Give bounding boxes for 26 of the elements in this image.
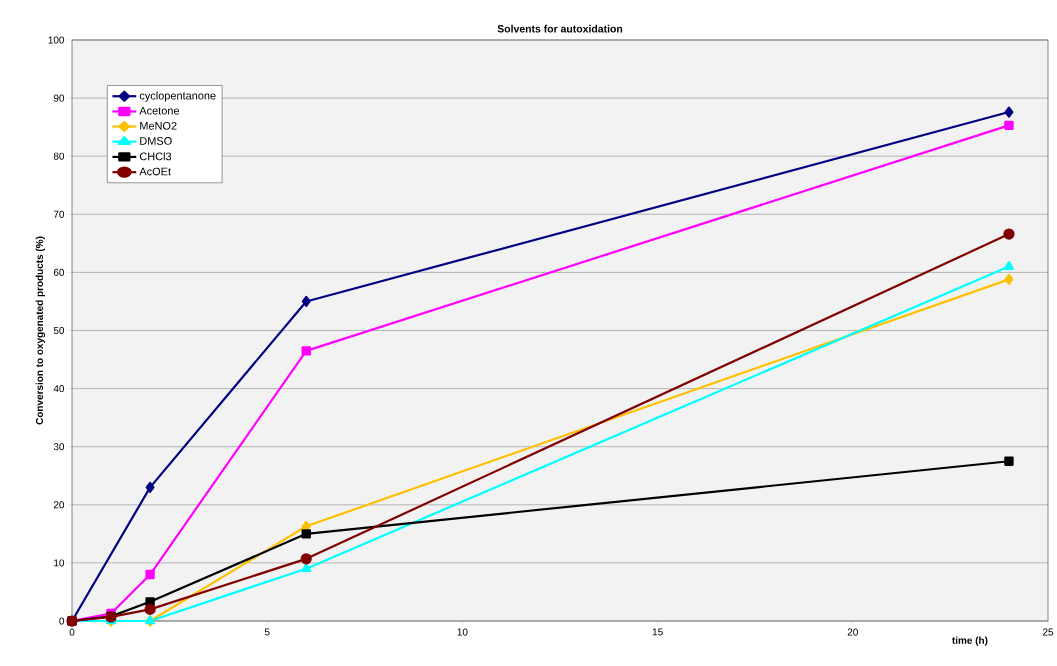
y-tick-label: 90 <box>53 94 65 102</box>
y-tick-label: 30 <box>53 443 65 451</box>
y-axis-title: Conversion to oxygenated products (%) <box>35 236 46 425</box>
x-tick-label: 15 <box>652 628 663 636</box>
y-tick-label: 80 <box>53 152 65 160</box>
legend-label: MeNO2 <box>140 121 177 130</box>
x-tick-label: 5 <box>264 628 270 636</box>
legend-label: DMSO <box>140 137 172 145</box>
x-axis-title: time (h) <box>952 636 988 646</box>
legend-label: CHCl3 <box>139 152 172 161</box>
y-tick-label: 0 <box>59 617 65 625</box>
y-tick-label: 40 <box>53 385 65 393</box>
x-tick-label: 0 <box>69 628 75 636</box>
y-tick-label: 10 <box>54 559 65 567</box>
y-tick-label: 20 <box>53 501 65 509</box>
x-tick-label: 20 <box>847 628 858 636</box>
legend-label: cyclopentanone <box>139 91 216 102</box>
x-tick-label: 10 <box>457 628 468 636</box>
y-tick-label: 50 <box>53 326 65 335</box>
x-tick-label: 25 <box>1042 628 1054 636</box>
legend-label: Acetone <box>139 106 180 115</box>
y-tick-label: 70 <box>53 210 65 218</box>
y-tick-label: 60 <box>53 268 65 276</box>
y-tick-label: 100 <box>48 36 65 44</box>
chart-title: Solvents for autoxidation <box>497 24 623 33</box>
legend-label: AcOEt <box>139 167 171 176</box>
